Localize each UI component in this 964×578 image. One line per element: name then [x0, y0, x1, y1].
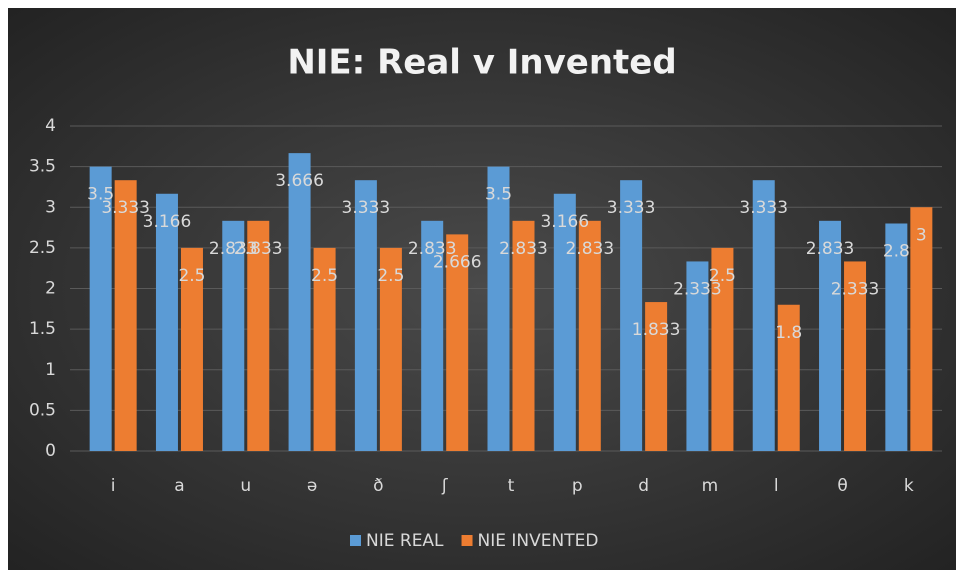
x-tick-label: u — [240, 476, 251, 496]
x-tick-label: i — [111, 476, 116, 496]
data-label: 2.8 — [883, 242, 910, 262]
bar — [247, 220, 270, 451]
bar — [89, 166, 112, 451]
x-tick-label: m — [702, 476, 719, 496]
data-label: 3.166 — [540, 212, 589, 232]
bar — [645, 302, 668, 451]
y-tick-label: 1.5 — [29, 319, 56, 339]
legend-label: NIE REAL — [366, 531, 444, 551]
data-label: 2.833 — [499, 239, 548, 259]
data-label: 2.333 — [831, 279, 880, 299]
y-tick-label: 2.5 — [29, 238, 56, 258]
bar — [844, 261, 867, 451]
data-label: 3.333 — [101, 198, 150, 218]
x-tick-label: ə — [307, 476, 317, 496]
bar — [487, 166, 510, 451]
data-label: 3.166 — [143, 212, 192, 232]
bar — [222, 220, 245, 451]
data-label: 2.5 — [178, 266, 205, 286]
x-tick-label: θ — [837, 476, 847, 496]
bar — [711, 247, 734, 451]
data-label: 2.5 — [311, 266, 338, 286]
y-tick-label: 0.5 — [29, 400, 56, 420]
bar — [752, 180, 775, 451]
legend-label: NIE INVENTED — [478, 531, 599, 551]
data-label: 2.5 — [377, 266, 404, 286]
bar — [313, 247, 336, 451]
x-tick-label: p — [572, 476, 583, 496]
data-label: 2.833 — [209, 239, 258, 259]
data-label: 2.833 — [806, 239, 855, 259]
bar — [288, 153, 311, 451]
bar — [155, 193, 178, 451]
bar — [819, 220, 842, 451]
y-tick-label: 3 — [45, 197, 56, 217]
bar — [379, 247, 402, 451]
bar — [777, 304, 800, 451]
data-label: 2.333 — [673, 279, 722, 299]
x-tick-label: d — [638, 476, 649, 496]
x-tick-label: l — [774, 476, 779, 496]
data-label: 3.666 — [275, 171, 324, 191]
legend-swatch — [461, 535, 473, 546]
data-label: 3.333 — [342, 198, 391, 218]
y-tick-label: 2 — [45, 279, 56, 299]
data-label: 3 — [916, 225, 927, 245]
data-label: 1.8 — [775, 323, 802, 343]
bar — [180, 247, 203, 451]
x-tick-label: t — [508, 476, 515, 496]
data-label: 2.833 — [234, 239, 283, 259]
x-tick-label: a — [174, 476, 184, 496]
y-tick-label: 3.5 — [29, 157, 56, 177]
data-label: 3.333 — [607, 198, 656, 218]
bar — [885, 223, 908, 451]
bar — [446, 234, 469, 451]
data-label: 1.833 — [632, 320, 681, 340]
legend-swatch — [350, 535, 361, 546]
bar — [114, 180, 137, 451]
x-tick-label: ð — [373, 476, 383, 496]
bar — [354, 180, 377, 451]
data-label: 2.833 — [565, 239, 614, 259]
bar — [512, 220, 535, 451]
y-tick-label: 4 — [45, 116, 56, 136]
bar — [578, 220, 601, 451]
bar — [620, 180, 643, 451]
bar — [421, 220, 444, 451]
x-tick-label: k — [904, 476, 914, 496]
y-tick-label: 1 — [45, 360, 56, 380]
bar — [686, 261, 709, 451]
x-tick-label: ʃ — [441, 476, 449, 496]
data-label: 2.833 — [408, 239, 457, 259]
data-label: 3.5 — [87, 185, 114, 205]
y-tick-label: 0 — [45, 441, 56, 461]
bar — [910, 207, 933, 451]
bar — [553, 193, 576, 451]
data-label: 2.5 — [709, 266, 736, 286]
data-label: 3.5 — [485, 185, 512, 205]
data-label: 2.666 — [433, 252, 482, 272]
chart-title: NIE: Real v Invented — [287, 43, 676, 83]
data-label: 3.333 — [739, 198, 788, 218]
